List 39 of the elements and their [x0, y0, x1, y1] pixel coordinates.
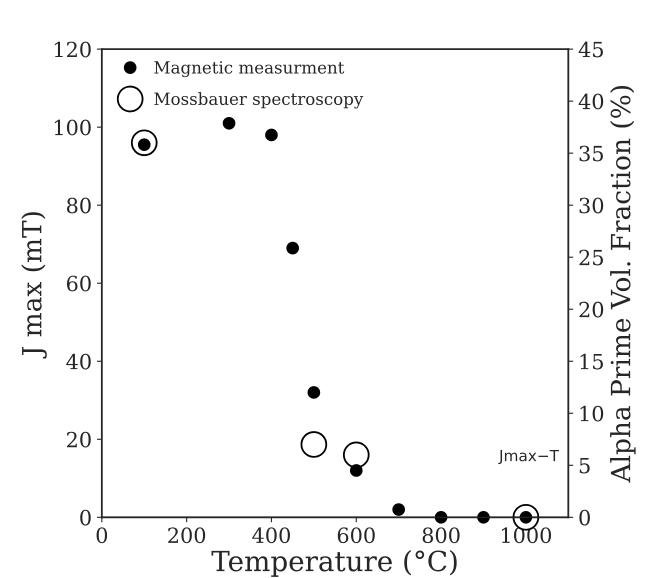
y2-axis-title: Alpha Prime Vol. Fraction (%) [610, 86, 636, 483]
point [308, 386, 320, 399]
y2-tick-label: 10 [580, 406, 604, 422]
point [342, 442, 370, 468]
y2-tick-label: 0 [579, 510, 590, 526]
y2-tick-label: 15 [580, 354, 603, 370]
x-tick-label: 800 [422, 527, 460, 544]
y-axis-title: J max (mT) [21, 212, 47, 359]
y-tick-label: 40 [66, 354, 91, 370]
point [222, 116, 236, 130]
y2-tick-label: 20 [579, 302, 604, 318]
x-axis-title: Temperature (°C) [212, 550, 457, 577]
legend-label: Magnetic measurment [154, 61, 344, 78]
y-tick-label: 100 [54, 120, 91, 136]
y-tick-label: 0 [80, 510, 91, 526]
y-tick-label: 80 [66, 198, 91, 214]
x-tick-label: 600 [338, 527, 375, 544]
y-tick-label: 20 [67, 432, 91, 448]
y2-tick-label: 5 [580, 458, 590, 474]
legend-label: Mossbauer spectroscopy [154, 92, 364, 109]
x-tick-label: 1000 [502, 527, 552, 544]
annotation: Jmax−T [498, 450, 560, 464]
y2-tick-label: 35 [580, 146, 603, 162]
point [477, 510, 490, 524]
point [286, 242, 299, 254]
y-tick-label: 60 [66, 276, 91, 292]
point [434, 510, 448, 524]
x-tick-label: 400 [252, 527, 290, 544]
point [300, 431, 328, 458]
point [392, 503, 405, 516]
y-tick-label: 120 [54, 42, 91, 58]
y2-tick-label: 45 [578, 42, 603, 58]
x-tick-label: 0 [96, 527, 108, 544]
y2-tick-label: 25 [579, 250, 603, 266]
x-tick-label: 200 [168, 527, 206, 544]
y2-tick-label: 30 [580, 198, 604, 214]
y2-tick-label: 40 [578, 94, 604, 110]
point [130, 129, 158, 156]
point [265, 128, 278, 142]
